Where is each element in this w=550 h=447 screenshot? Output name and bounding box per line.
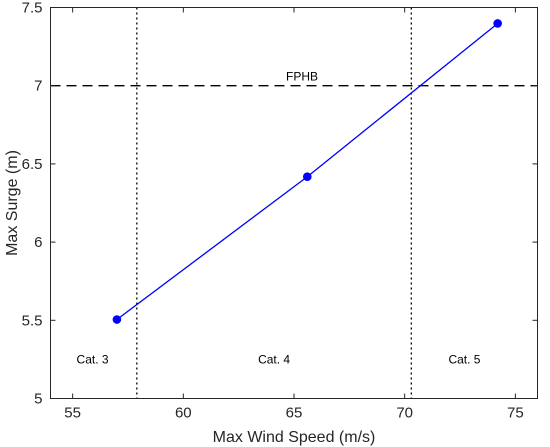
y-axis-label: Max Surge (m): [4, 150, 21, 256]
plot-frame: [50, 7, 538, 399]
series-line-segment: [116, 176, 308, 321]
series-line-segment: [306, 22, 499, 178]
data-point: [493, 19, 502, 28]
axes: 55 60 65 70 75 5 5.5 6 6.5 7 7.5: [22, 0, 538, 422]
y-tick-label: 6.5: [22, 156, 43, 173]
series-layer: [112, 19, 502, 324]
y-tick-label: 6: [34, 234, 42, 251]
x-tick-label: 55: [64, 405, 81, 422]
y-tick-label: 5.5: [22, 312, 43, 329]
x-tick-label: 75: [507, 405, 524, 422]
region-label: Cat. 3: [77, 352, 109, 366]
x-tick-label: 60: [175, 405, 192, 422]
data-point: [302, 172, 312, 182]
annotations: FPHB Cat. 3 Cat. 4 Cat. 5: [77, 70, 481, 367]
reference-line-label: FPHB: [286, 70, 318, 84]
region-label: Cat. 5: [448, 352, 480, 366]
y-tick-label: 7.5: [22, 0, 43, 17]
region-label: Cat. 4: [258, 352, 290, 366]
reference-lines: [50, 7, 538, 399]
x-tick-label: 70: [396, 405, 413, 422]
x-axis-label: Max Wind Speed (m/s): [213, 429, 376, 446]
data-point: [112, 315, 122, 324]
x-tick-label: 65: [286, 405, 303, 422]
y-tick-label: 5: [34, 391, 42, 408]
y-tick-label: 7: [34, 78, 42, 95]
